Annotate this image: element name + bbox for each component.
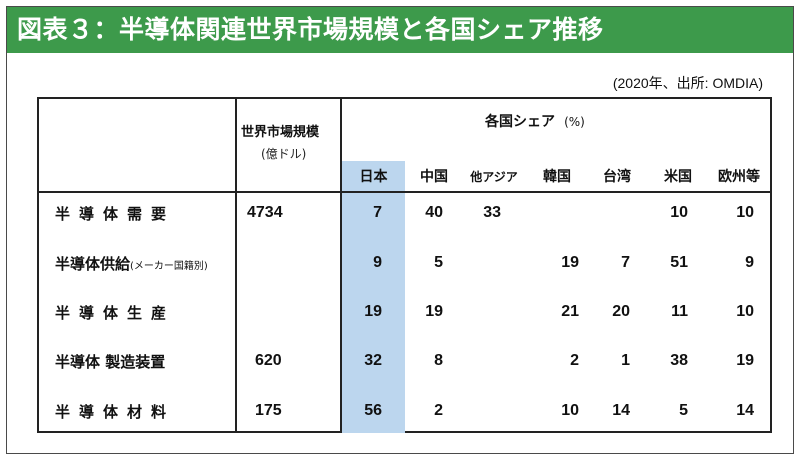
share-production-taiwan: 20 — [586, 303, 630, 321]
header-bottom-rule — [39, 191, 770, 193]
col-header-korea: 韓国 — [529, 163, 585, 191]
row-label-supply-main: 半導体供給 — [55, 255, 130, 273]
share-demand-other-asia: 33 — [459, 204, 501, 222]
share-materials-taiwan: 14 — [586, 402, 630, 420]
share-production-usa: 11 — [650, 303, 688, 321]
share-production-china: 19 — [407, 303, 443, 321]
share-production-korea: 21 — [529, 303, 579, 321]
share-equipment-korea: 2 — [529, 352, 579, 370]
row-label-supply-note: (メーカー国籍別) — [130, 261, 208, 272]
col-header-china: 中国 — [407, 163, 461, 191]
data-table: 世界市場規模 (億ドル) 各国シェア (%) 日本 中国 他アジア 韓国 台湾 … — [37, 97, 772, 433]
japan-column-highlight — [342, 161, 405, 433]
row-label-materials: 半導体材料 — [55, 401, 175, 422]
share-equipment-usa: 38 — [650, 352, 688, 370]
share-production-europe: 10 — [708, 303, 754, 321]
col-header-taiwan: 台湾 — [586, 163, 648, 191]
figure-frame: 図表３：半導体関連世界市場規模と各国シェア推移 (2020年、出所: OMDIA… — [6, 6, 794, 454]
share-header-label: 各国シェア — [485, 114, 555, 130]
share-demand-europe: 10 — [708, 204, 754, 222]
row-label-demand: 半導体需要 — [55, 203, 175, 224]
share-materials-usa: 5 — [650, 402, 688, 420]
col-header-other-asia: 他アジア — [459, 163, 529, 191]
share-demand-usa: 10 — [650, 204, 688, 222]
share-supply-china: 5 — [407, 254, 443, 272]
share-supply-europe: 9 — [708, 254, 754, 272]
col-header-japan: 日本 — [342, 163, 405, 191]
share-materials-europe: 14 — [708, 402, 754, 420]
share-supply-korea: 19 — [529, 254, 579, 272]
col-header-usa: 米国 — [650, 163, 706, 191]
share-header-unit: (%) — [564, 115, 585, 129]
divider-label-market — [235, 99, 237, 433]
share-materials-japan: 56 — [342, 402, 382, 420]
share-supply-usa: 51 — [650, 254, 688, 272]
share-production-japan: 19 — [342, 303, 382, 321]
share-equipment-europe: 19 — [708, 352, 754, 370]
row-label-equipment: 半導体 製造装置 — [55, 351, 165, 372]
share-supply-japan: 9 — [342, 254, 382, 272]
col-header-europe: 欧州等 — [708, 163, 770, 191]
market-demand: 4734 — [247, 204, 283, 222]
source-note: (2020年、出所: OMDIA) — [613, 73, 763, 93]
share-demand-japan: 7 — [342, 204, 382, 222]
market-size-unit: (億ドル) — [261, 145, 306, 162]
share-equipment-taiwan: 1 — [586, 352, 630, 370]
row-label-production: 半導体生産 — [55, 302, 175, 323]
share-demand-china: 40 — [407, 204, 443, 222]
row-label-supply: 半導体供給(メーカー国籍別) — [55, 253, 208, 274]
market-size-header: 世界市場規模 — [241, 121, 319, 140]
share-materials-china: 2 — [407, 402, 443, 420]
share-materials-korea: 10 — [529, 402, 579, 420]
share-equipment-china: 8 — [407, 352, 443, 370]
market-materials: 175 — [255, 402, 282, 420]
share-supply-taiwan: 7 — [586, 254, 630, 272]
figure-title: 図表３：半導体関連世界市場規模と各国シェア推移 — [7, 7, 793, 53]
share-equipment-japan: 32 — [342, 352, 382, 370]
share-header: 各国シェア (%) — [485, 111, 585, 131]
market-equipment: 620 — [255, 352, 282, 370]
